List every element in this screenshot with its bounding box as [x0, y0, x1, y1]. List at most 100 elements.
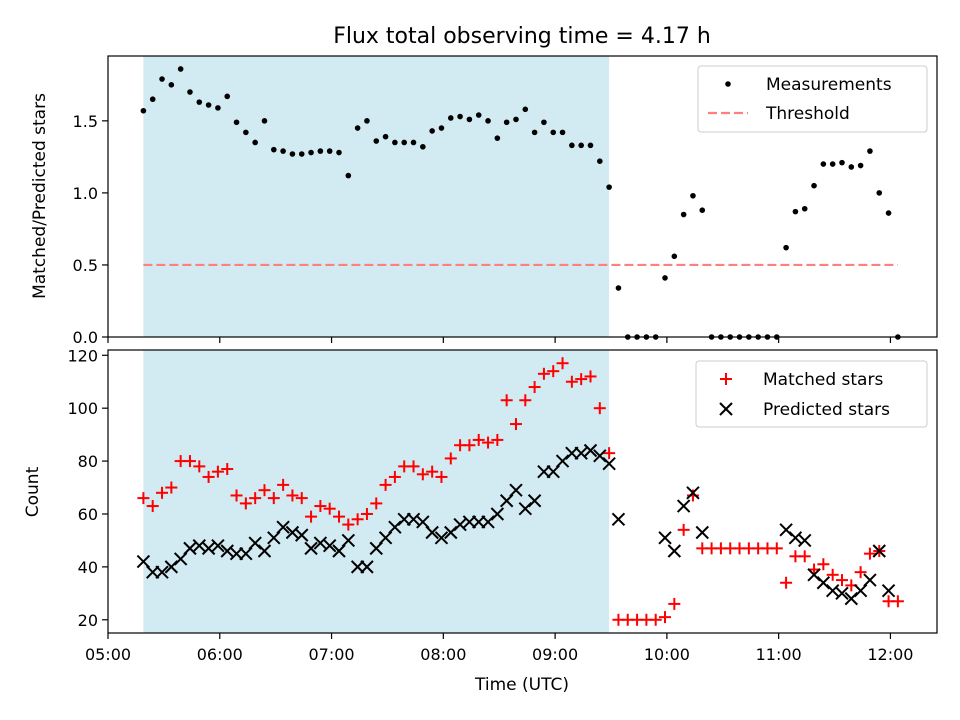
bottom-y-ticks: 20 40 60 80 100 120: [67, 346, 108, 630]
y-tick-label: 20: [78, 611, 98, 630]
matched-star-point: [230, 489, 243, 502]
predicted-star-point: [611, 512, 626, 526]
matched-star-point: [379, 478, 392, 491]
matched-star-point: [221, 463, 234, 476]
measurement-point: [401, 139, 408, 146]
measurement-point: [671, 253, 678, 260]
measurement-point: [662, 275, 668, 281]
predicted-star-point: [295, 528, 309, 542]
measurement-point: [280, 148, 286, 154]
measurement-point: [308, 149, 314, 156]
matched-star-point: [603, 447, 616, 460]
measurement-point: [466, 116, 473, 123]
matched-star-point: [463, 439, 476, 452]
measurement-point: [447, 115, 454, 121]
measurement-point: [783, 244, 789, 251]
measurement-point: [326, 148, 333, 154]
predicted-star-point: [527, 494, 542, 508]
matched-star-point: [305, 510, 318, 523]
y-tick-label: 120: [67, 346, 98, 365]
bottom-axes-frame: [107, 349, 938, 634]
matched-star-point: [509, 418, 522, 431]
measurement-point: [792, 208, 799, 215]
measurement-point: [205, 102, 212, 108]
matched-star-point: [183, 455, 196, 468]
legend-matched-marker: [720, 373, 732, 385]
matched-star-point: [360, 507, 373, 520]
matched-star-point: [351, 513, 364, 526]
measurement-point: [513, 116, 519, 123]
y-tick-label: 1.5: [73, 112, 98, 131]
top-legend: Measurements Threshold: [697, 65, 928, 133]
matched-star-point: [416, 468, 429, 481]
y-tick-label: 40: [78, 558, 98, 577]
x-tick-label: 11:00: [756, 645, 802, 664]
measurement-point: [177, 66, 184, 72]
chart-title: Flux total observing time = 4.17 h: [333, 24, 711, 49]
matched-star-point: [286, 489, 299, 502]
predicted-star-point: [686, 486, 700, 500]
measurement-point: [680, 211, 687, 218]
bottom-y-axis-label: Count: [23, 466, 43, 517]
matched-star-point: [258, 484, 271, 497]
measurement-point: [867, 148, 873, 154]
measurement-point: [392, 139, 398, 146]
matched-star-point: [295, 492, 308, 505]
y-tick-label: 0.0: [73, 328, 98, 347]
matched-star-point: [388, 470, 401, 483]
measurement-point: [438, 125, 445, 131]
matched-star-point: [584, 370, 597, 383]
measurement-point: [690, 192, 696, 199]
matched-star-point: [575, 373, 588, 386]
matched-star-point: [547, 365, 560, 378]
predicted-star-point: [602, 457, 616, 471]
predicted-star-point: [322, 539, 337, 553]
matched-star-point: [519, 394, 532, 407]
measurement-point: [187, 89, 193, 95]
x-tick-label: 07:00: [308, 645, 354, 664]
measurement-point: [475, 112, 482, 118]
predicted-star-point: [667, 544, 682, 558]
top-panel: 0.0 0.5 1.0 1.5 Matched/Predicted stars Mea…: [30, 55, 938, 347]
top-y-axis-label: Matched/Predicted stars: [30, 93, 50, 299]
predicted-star-point: [881, 583, 896, 598]
measurement-point: [541, 119, 547, 126]
measurement-point: [140, 107, 147, 114]
matched-star-point: [249, 492, 262, 505]
matched-star-point: [677, 523, 690, 536]
predicted-star-point: [872, 544, 886, 558]
measurement-point: [271, 146, 277, 153]
predicted-star-point: [490, 507, 505, 521]
matched-star-point: [333, 510, 346, 523]
legend-predicted-marker: [719, 402, 733, 416]
matched-star-point: [770, 542, 783, 555]
predicted-star-point: [257, 544, 272, 558]
y-tick-label: 100: [67, 399, 98, 418]
measurement-point: [559, 129, 566, 136]
measurement-point: [364, 118, 370, 124]
predicted-star-point: [211, 539, 225, 553]
matched-star-point: [277, 478, 290, 491]
top-y-ticks: 0.0 0.5 1.0 1.5: [73, 112, 108, 347]
y-tick-label: 0.5: [73, 256, 98, 275]
bottom-x-ticks: 05:00 06:00 07:00 08:00 09:00 10:00 11:00 12:00: [85, 633, 913, 664]
matched-star-point: [668, 597, 681, 610]
top-highlight-band: [143, 56, 610, 337]
matched-star-point: [817, 558, 830, 571]
predicted-star-point: [425, 525, 439, 540]
measurement-point: [252, 139, 258, 146]
matched-star-point: [798, 550, 811, 563]
x-tick-label: 05:00: [85, 645, 131, 664]
measurement-point: [261, 118, 268, 124]
measurement-point: [597, 158, 603, 164]
predicted-star-point: [304, 541, 318, 556]
measurement-point: [382, 133, 389, 140]
predicted-star-point: [341, 533, 356, 548]
measurement-point: [196, 99, 203, 105]
matched-star-point: [826, 568, 839, 581]
matched-star-point: [659, 611, 672, 624]
matched-star-point: [435, 470, 448, 483]
predicted-star-point: [798, 533, 812, 548]
measurement-point: [336, 149, 342, 156]
predicted-star-point: [863, 573, 877, 587]
